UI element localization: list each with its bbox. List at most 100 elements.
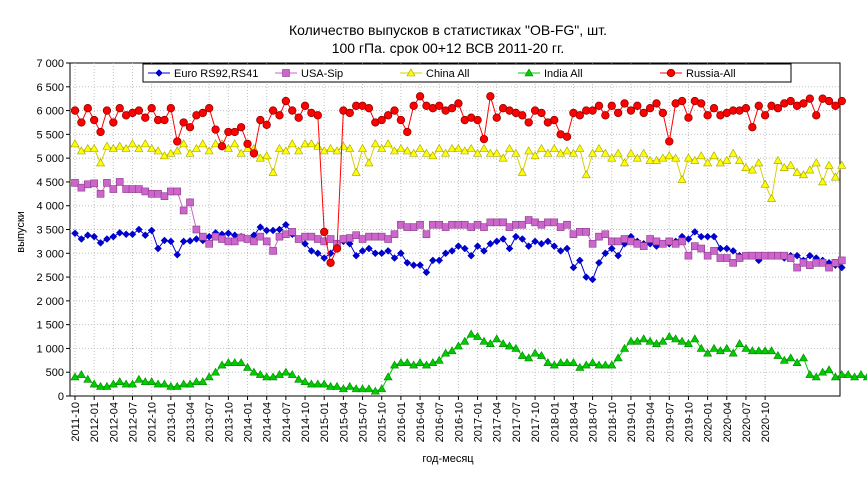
x-tick-label: 2016-10 [453, 402, 465, 442]
legend-label: China All [426, 68, 469, 80]
data-point [601, 249, 610, 258]
data-point [365, 232, 373, 241]
data-point [607, 101, 616, 110]
data-point [831, 258, 840, 267]
data-point [416, 220, 424, 229]
y-tick-label: 6 000 [36, 106, 64, 118]
data-point [512, 232, 520, 241]
data-point [313, 249, 322, 258]
data-point [581, 170, 591, 179]
data-point [563, 244, 571, 253]
data-point [633, 239, 642, 248]
data-point [454, 99, 463, 108]
y-tick-label: 4 500 [36, 177, 64, 189]
data-point [524, 242, 533, 251]
data-point [486, 218, 495, 227]
data-point [134, 144, 144, 152]
data-point [741, 343, 751, 352]
data-point [747, 165, 757, 174]
data-point [230, 358, 240, 367]
data-point [671, 334, 681, 343]
data-point [262, 237, 271, 246]
data-point [632, 336, 642, 345]
data-point [825, 263, 833, 272]
data-point [575, 144, 585, 152]
chart-title-line1: Количество выпусков в статистиках "OB-FG… [289, 22, 607, 38]
data-point [754, 251, 763, 260]
data-point [211, 367, 221, 376]
data-point [671, 239, 680, 248]
data-point [77, 235, 86, 243]
data-point [760, 346, 770, 355]
data-point [473, 242, 482, 251]
data-point [282, 230, 290, 239]
data-point [402, 146, 412, 155]
data-point [786, 96, 795, 106]
data-point [594, 101, 604, 110]
series-2 [70, 139, 847, 202]
data-point [76, 146, 86, 155]
data-point [684, 113, 693, 122]
data-point [639, 242, 648, 250]
y-tick-label: 5 000 [36, 153, 64, 165]
data-point [805, 94, 815, 103]
data-point [217, 360, 227, 369]
data-point [294, 113, 303, 122]
data-point [524, 216, 533, 224]
data-point [313, 111, 322, 120]
data-point [383, 139, 393, 148]
data-point [690, 155, 700, 164]
data-point [185, 123, 195, 132]
legend-item: USA-Sip [275, 68, 343, 80]
y-tick-label: 500 [46, 367, 64, 379]
data-point [518, 111, 527, 120]
data-point [677, 174, 687, 183]
data-point [352, 251, 361, 260]
data-point [544, 218, 552, 227]
data-point [255, 369, 265, 378]
data-point [562, 358, 572, 367]
data-point [377, 232, 386, 241]
data-point [345, 144, 355, 152]
data-point [492, 148, 502, 157]
data-point [351, 384, 361, 393]
data-point [236, 358, 246, 367]
data-point [735, 254, 744, 262]
data-point [486, 92, 495, 101]
data-point [224, 229, 233, 238]
data-point [287, 369, 297, 378]
y-tick-label: 3 500 [36, 225, 64, 237]
data-point [511, 148, 521, 157]
data-point [747, 346, 757, 355]
data-point [715, 346, 725, 355]
data-point [575, 256, 584, 265]
data-point [135, 185, 143, 193]
data-point [90, 179, 98, 188]
data-point [409, 223, 418, 231]
x-tick-label: 2013-01 [166, 402, 178, 442]
data-point [467, 251, 476, 260]
data-point [568, 358, 578, 367]
data-point [792, 358, 802, 367]
data-point [517, 167, 527, 176]
data-point [320, 254, 329, 262]
legend-label: Russia-All [686, 68, 736, 80]
data-point [115, 104, 124, 113]
data-point [620, 235, 629, 243]
legend-item: Russia-All [660, 68, 736, 80]
data-point [614, 251, 623, 260]
data-point [728, 348, 738, 357]
data-point [160, 192, 169, 200]
data-point [703, 111, 712, 120]
data-point [365, 244, 373, 253]
data-point [301, 232, 309, 241]
data-point [90, 115, 99, 125]
data-point [651, 339, 662, 347]
y-tick-label: 2 000 [36, 296, 64, 308]
data-point [300, 377, 310, 386]
data-point [153, 379, 163, 388]
data-point [760, 111, 770, 120]
data-point [140, 377, 150, 386]
data-point [645, 336, 655, 345]
legend-marker [406, 68, 416, 77]
